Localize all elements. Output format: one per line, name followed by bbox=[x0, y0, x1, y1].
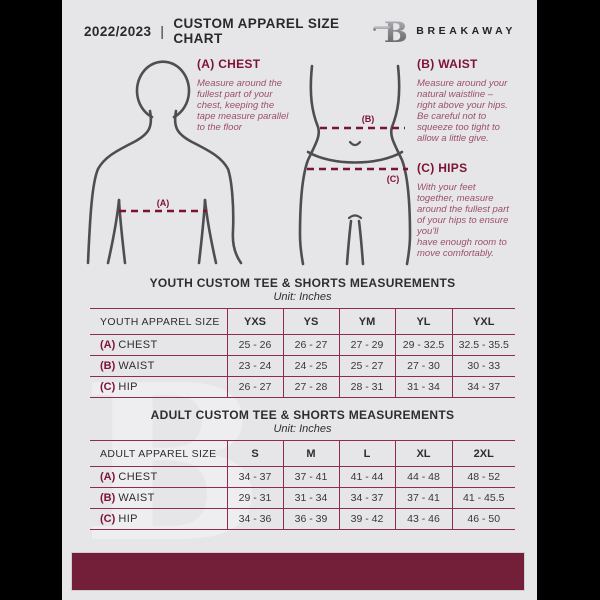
size-cell: 24 - 25 bbox=[282, 355, 339, 377]
measure-lines bbox=[119, 126, 408, 213]
size-cell: 39 - 42 bbox=[338, 508, 395, 530]
footer-bar bbox=[71, 552, 525, 591]
row-key: (C) bbox=[100, 513, 116, 525]
adult-table-unit: Unit: Inches bbox=[273, 423, 332, 435]
lower-body-figure bbox=[298, 64, 412, 266]
page-title: 2022/2023 | CUSTOM APPAREL SIZE CHART bbox=[84, 16, 373, 46]
size-cell: 27 - 29 bbox=[338, 334, 395, 356]
waist-line-label: (B) bbox=[362, 114, 375, 124]
row-label: HIP bbox=[118, 381, 138, 393]
adult-size-col-header: ADULT APPAREL SIZE bbox=[100, 447, 217, 460]
row-key: (A) bbox=[100, 471, 116, 483]
hip-line-label: (C) bbox=[387, 174, 400, 184]
size-cell: 41 - 45.5 bbox=[451, 487, 515, 509]
row-label: WAIST bbox=[118, 360, 155, 372]
adult-header-row: ADULT APPAREL SIZE S M L XL 2XL bbox=[90, 440, 515, 467]
size-cell: 27 - 30 bbox=[394, 355, 452, 377]
chest-guide: (A) CHEST Measure around the fullest par… bbox=[197, 57, 307, 133]
row-key: (B) bbox=[100, 492, 116, 504]
waist-guide-body: Measure around your natural waistline – … bbox=[417, 78, 508, 145]
size-cell: 46 - 50 bbox=[451, 508, 515, 530]
svg-text:B: B bbox=[384, 16, 408, 46]
size-cell: 23 - 24 bbox=[226, 355, 283, 377]
chest-line-label: (A) bbox=[157, 198, 170, 208]
size-header: YXL bbox=[451, 308, 515, 335]
size-cell: 26 - 27 bbox=[226, 376, 283, 398]
adult-size-table: ADULT APPAREL SIZE S M L XL 2XL (A) CHES… bbox=[90, 440, 515, 530]
title-text: CUSTOM APPAREL SIZE CHART bbox=[173, 16, 340, 46]
size-cell: 25 - 27 bbox=[338, 355, 395, 377]
size-cell: 32.5 - 35.5 bbox=[451, 334, 515, 356]
size-header: S bbox=[226, 440, 283, 467]
size-header: M bbox=[282, 440, 339, 467]
youth-table-unit: Unit: Inches bbox=[273, 291, 332, 303]
youth-header-row: YOUTH APPAREL SIZE YXS YS YM YL YXL bbox=[90, 308, 515, 335]
size-cell: 31 - 34 bbox=[282, 487, 339, 509]
row-key: (B) bbox=[100, 360, 116, 372]
size-cell: 37 - 41 bbox=[394, 487, 452, 509]
chest-guide-body: Measure around the fullest part of your … bbox=[197, 78, 289, 134]
size-cell: 41 - 44 bbox=[338, 466, 395, 488]
size-cell: 34 - 36 bbox=[226, 508, 283, 530]
table-row-hip: (C) HIP 26 - 27 27 - 28 28 - 31 31 - 34 … bbox=[90, 376, 515, 398]
waist-guide: (B) WAIST Measure around your natural wa… bbox=[417, 57, 532, 144]
youth-size-table: YOUTH APPAREL SIZE YXS YS YM YL YXL (A) … bbox=[90, 308, 515, 398]
adult-size-section: ADULT CUSTOM TEE & SHORTS MEASUREMENTS U… bbox=[90, 408, 515, 530]
size-header: YM bbox=[338, 308, 395, 335]
size-cell: 26 - 27 bbox=[282, 334, 339, 356]
hips-guide-body: With your feet together, measure around … bbox=[417, 182, 509, 260]
row-label: HIP bbox=[118, 513, 138, 525]
size-chart-page: B 2022/2023 | CUSTOM APPAREL SIZE CHART … bbox=[62, 0, 537, 600]
size-cell: 37 - 41 bbox=[282, 466, 339, 488]
size-cell: 31 - 34 bbox=[394, 376, 452, 398]
brand: B BREAKAWAY bbox=[373, 16, 516, 46]
hips-guide-heading: (C) HIPS bbox=[417, 161, 468, 175]
size-cell: 44 - 48 bbox=[394, 466, 452, 488]
hips-guide: (C) HIPS With your feet together, measur… bbox=[417, 161, 535, 259]
torso-figure bbox=[86, 60, 243, 265]
row-key: (A) bbox=[100, 339, 116, 351]
row-label: CHEST bbox=[118, 471, 158, 483]
size-cell: 25 - 26 bbox=[226, 334, 283, 356]
waist-guide-heading: (B) WAIST bbox=[417, 57, 478, 71]
table-row-waist: (B) WAIST 29 - 31 31 - 34 34 - 37 37 - 4… bbox=[90, 487, 515, 509]
title-year: 2022/2023 bbox=[84, 23, 152, 39]
table-row-hip: (C) HIP 34 - 36 36 - 39 39 - 42 43 - 46 … bbox=[90, 508, 515, 530]
size-header: YS bbox=[282, 308, 339, 335]
size-cell: 43 - 46 bbox=[394, 508, 452, 530]
table-row-waist: (B) WAIST 23 - 24 24 - 25 25 - 27 27 - 3… bbox=[90, 355, 515, 377]
header: 2022/2023 | CUSTOM APPAREL SIZE CHART B … bbox=[84, 14, 516, 48]
table-row-chest: (A) CHEST 25 - 26 26 - 27 27 - 29 29 - 3… bbox=[90, 334, 515, 356]
size-cell: 34 - 37 bbox=[226, 466, 283, 488]
size-cell: 34 - 37 bbox=[451, 376, 515, 398]
youth-size-section: YOUTH CUSTOM TEE & SHORTS MEASUREMENTS U… bbox=[90, 276, 515, 398]
table-row-chest: (A) CHEST 34 - 37 37 - 41 41 - 44 44 - 4… bbox=[90, 466, 515, 488]
youth-table-title: YOUTH CUSTOM TEE & SHORTS MEASUREMENTS bbox=[149, 276, 456, 290]
size-cell: 30 - 33 bbox=[451, 355, 515, 377]
size-header: YL bbox=[394, 308, 452, 335]
body-measurement-diagram: (A) (B) (C) bbox=[86, 60, 412, 266]
size-cell: 29 - 32.5 bbox=[394, 334, 452, 356]
youth-size-col-header: YOUTH APPAREL SIZE bbox=[100, 315, 220, 328]
size-header: 2XL bbox=[451, 440, 515, 467]
title-divider: | bbox=[160, 23, 165, 39]
size-cell: 29 - 31 bbox=[226, 487, 283, 509]
size-header: YXS bbox=[226, 308, 283, 335]
size-cell: 34 - 37 bbox=[338, 487, 395, 509]
brand-name: BREAKAWAY bbox=[416, 25, 516, 37]
size-cell: 36 - 39 bbox=[282, 508, 339, 530]
size-cell: 27 - 28 bbox=[282, 376, 339, 398]
size-header: XL bbox=[394, 440, 452, 467]
size-cell: 28 - 31 bbox=[338, 376, 395, 398]
row-label: CHEST bbox=[118, 339, 158, 351]
breakaway-logo-icon: B bbox=[373, 16, 408, 46]
adult-table-title: ADULT CUSTOM TEE & SHORTS MEASUREMENTS bbox=[150, 408, 455, 422]
row-key: (C) bbox=[100, 381, 116, 393]
size-header: L bbox=[338, 440, 395, 467]
size-cell: 48 - 52 bbox=[451, 466, 515, 488]
chest-guide-heading: (A) CHEST bbox=[197, 57, 261, 71]
row-label: WAIST bbox=[118, 492, 155, 504]
